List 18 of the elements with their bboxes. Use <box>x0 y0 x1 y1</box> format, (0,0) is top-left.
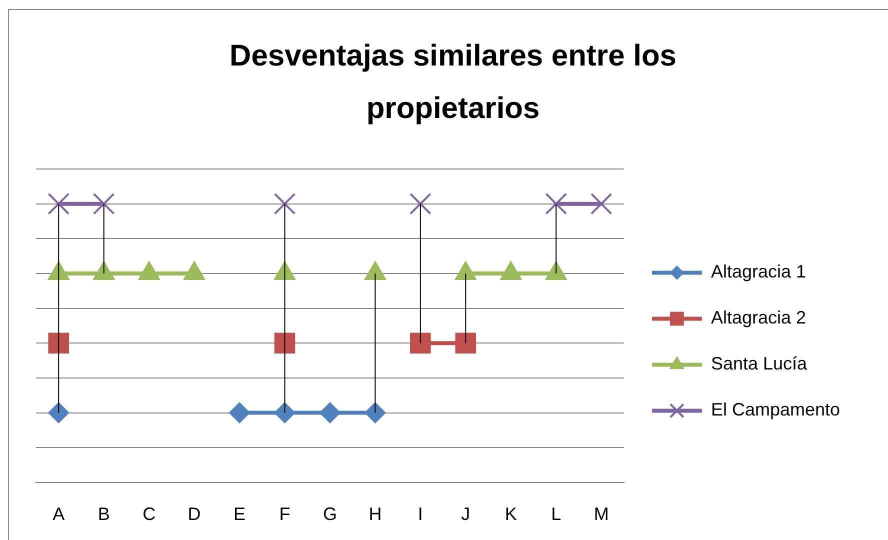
x-tick-label: L <box>551 504 562 524</box>
chart-title: Desventajas similares entre los propietarios <box>230 40 676 126</box>
legend-label: Altagracia 2 <box>710 308 806 328</box>
legend-label: Altagracia 1 <box>710 262 806 282</box>
x-tick-label: A <box>52 504 65 524</box>
x-tick-label: I <box>418 504 423 524</box>
x-tick-label: F <box>279 504 290 524</box>
legend-label: Santa Lucía <box>710 354 808 374</box>
x-tick-label: J <box>461 504 470 524</box>
x-tick-label: C <box>142 504 156 524</box>
x-tick-label: K <box>504 504 517 524</box>
x-tick-label: M <box>594 504 609 524</box>
legend-label: El Campamento <box>710 400 840 420</box>
x-tick-label: H <box>368 504 382 524</box>
x-tick-label: E <box>234 504 246 524</box>
x-tick-label: G <box>322 504 337 524</box>
x-tick-label: B <box>98 504 110 524</box>
x-tick-label: D <box>188 504 201 524</box>
